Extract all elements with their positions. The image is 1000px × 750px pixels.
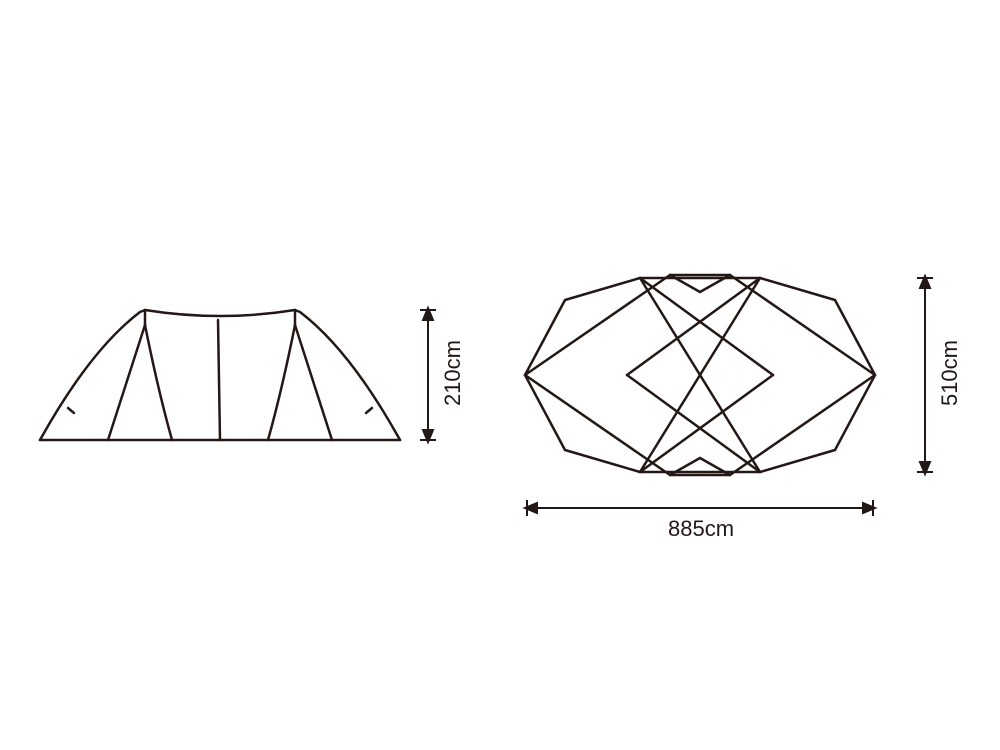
depth-label: 510cm bbox=[937, 340, 963, 406]
height-label: 210cm bbox=[440, 340, 466, 406]
dim-depth bbox=[917, 276, 933, 474]
dim-width bbox=[525, 500, 875, 516]
side-elevation bbox=[40, 310, 400, 440]
diagram-container: 210cm 510cm 885cm bbox=[0, 0, 1000, 750]
plan-view bbox=[525, 275, 875, 475]
tent-diagram-svg bbox=[0, 0, 1000, 750]
dim-height bbox=[420, 308, 436, 442]
width-label: 885cm bbox=[668, 516, 734, 542]
